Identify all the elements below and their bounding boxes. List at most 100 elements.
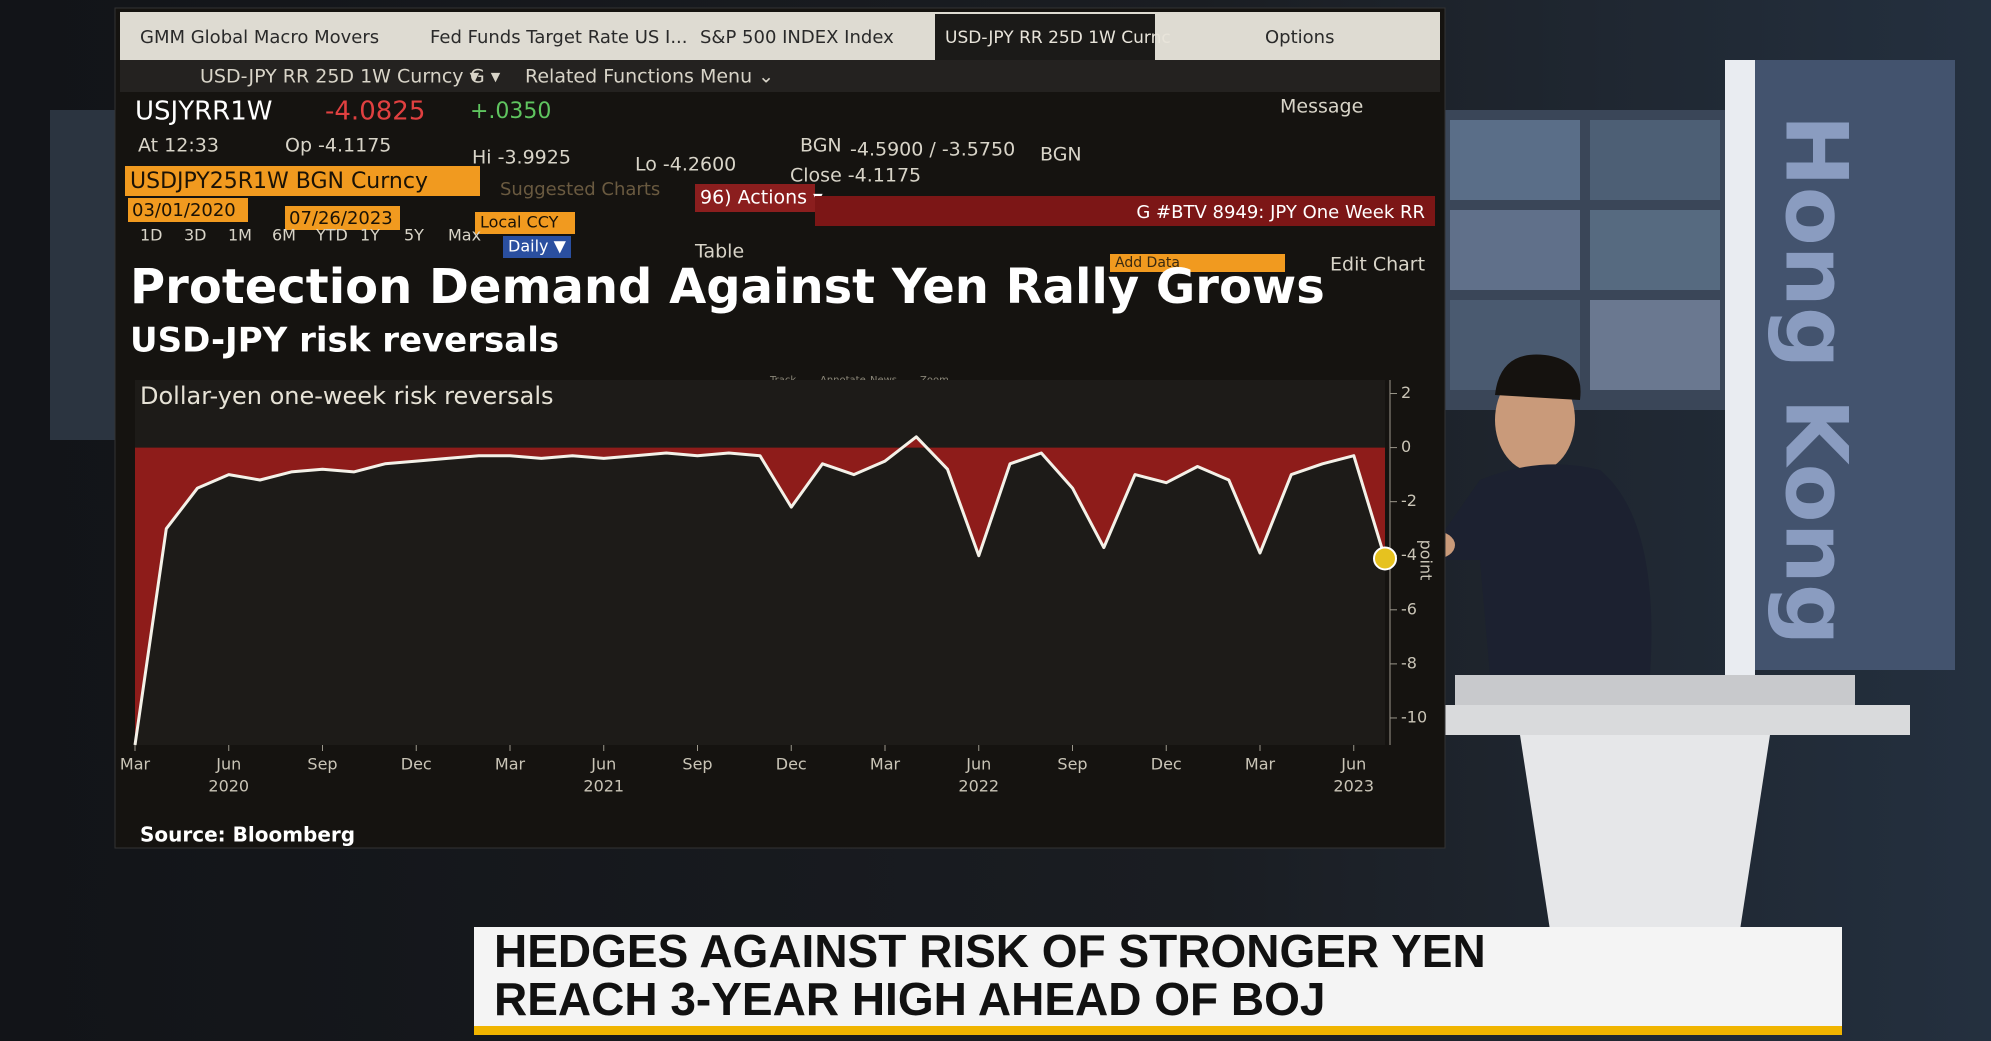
headline: HEDGES AGAINST RISK OF STRONGER YEN — [494, 925, 1486, 977]
panel-edge — [1725, 60, 1755, 680]
monitor-tile — [1450, 120, 1580, 200]
open: Op -4.1175 — [285, 135, 391, 157]
x-tick-label: Jun — [215, 755, 241, 774]
plot: 2 0 -2 -4 -6 -8 -10 Mar Jun Sep Dec Mar Jun Sep Dec Mar… — [120, 380, 1427, 796]
date-field — [128, 198, 248, 222]
add-data-field — [1110, 254, 1285, 272]
close: Close -4.1175 — [790, 165, 921, 187]
currency[interactable]: Local CCY — [480, 213, 559, 232]
high: Hi -3.9925 — [472, 147, 571, 169]
legend-entry: Dollar-yen one-week risk reversals — [140, 382, 553, 410]
bid-ask: -4.5900 / -3.5750 — [850, 139, 1015, 161]
suggested-charts[interactable]: Suggested Charts — [500, 179, 660, 200]
x-tick-label: Jun — [590, 755, 616, 774]
page-bar — [815, 196, 1435, 226]
lower-third-stripe — [474, 1026, 1842, 1035]
x-tick-label: Dec — [401, 755, 432, 774]
x-tick-label: Jun — [965, 755, 991, 774]
source: Source: Bloomberg — [140, 823, 355, 847]
table-button[interactable]: Table — [694, 241, 744, 263]
presenter-hair — [1495, 354, 1581, 400]
date-field — [285, 206, 400, 230]
x-tick-label: Mar — [495, 755, 526, 774]
ticker: USJYRR1W — [135, 97, 272, 127]
x-year-label: 2023 — [1333, 777, 1374, 796]
tab[interactable]: S&P 500 INDEX Index — [700, 27, 894, 48]
tab-bar — [120, 12, 1440, 60]
page-label: G #BTV 8949: JPY One Week RR — [1136, 202, 1425, 223]
security-menu[interactable]: USD-JPY RR 25D 1W Curncy ▾ — [200, 66, 480, 88]
monitor-tile — [1590, 300, 1720, 390]
tab[interactable]: Fed Funds Target Rate US I... — [430, 27, 688, 48]
active-tab — [935, 14, 1155, 60]
period-button[interactable]: 1Y — [360, 226, 380, 245]
period-button[interactable]: 1M — [228, 226, 252, 245]
x-year-label: 2020 — [208, 777, 249, 796]
location-panel — [1725, 60, 1955, 670]
headline: REACH 3-YEAR HIGH AHEAD OF BOJ — [494, 973, 1325, 1025]
x-tick-label: Mar — [120, 755, 151, 774]
monitor-tile — [1590, 210, 1720, 290]
y-tick-label: 0 — [1401, 437, 1411, 456]
actions-button[interactable]: 96) Actions ▾ — [700, 187, 823, 209]
period-button[interactable]: 3D — [184, 226, 207, 245]
presenter-body — [1440, 464, 1652, 675]
bgn-label: BGN — [1040, 144, 1082, 166]
frequency[interactable]: Daily ▼ — [508, 237, 567, 256]
monitor-tile — [1450, 210, 1580, 290]
lower-third — [474, 927, 1842, 1031]
period-button[interactable]: YTD — [315, 226, 348, 245]
podium-top — [1400, 705, 1910, 735]
x-tick-label: Dec — [776, 755, 807, 774]
edit-chart[interactable]: Edit Chart — [1330, 254, 1425, 276]
y-tick-label: -10 — [1401, 707, 1427, 726]
last-price: -4.0825 — [325, 97, 425, 127]
add-data[interactable]: Add Data — [1115, 255, 1180, 271]
quote-time: At 12:33 — [138, 135, 219, 157]
period-button[interactable]: 5Y — [404, 226, 424, 245]
security-field — [125, 166, 480, 196]
end-date[interactable]: 07/26/2023 — [289, 208, 393, 229]
podium-shelf — [1455, 675, 1855, 705]
x-tick-label: Sep — [1057, 755, 1087, 774]
y-axis-label: point — [1417, 540, 1436, 581]
tab[interactable]: GMM Global Macro Movers — [140, 27, 379, 48]
actions-button-bg — [695, 184, 815, 212]
side-monitor — [50, 110, 120, 440]
start-date[interactable]: 03/01/2020 — [132, 200, 236, 221]
monitor-tile — [1590, 120, 1720, 200]
period-button[interactable]: 6M — [272, 226, 296, 245]
podium — [1520, 735, 1770, 930]
x-tick-label: Sep — [682, 755, 712, 774]
x-tick-label: Dec — [1151, 755, 1182, 774]
x-tick-label: Mar — [1245, 755, 1276, 774]
chart-subtitle: USD-JPY risk reversals — [130, 321, 559, 361]
plot-background — [135, 380, 1385, 745]
y-tick-label: -2 — [1401, 491, 1417, 510]
bgn-label: BGN — [800, 135, 842, 157]
y-tick-label: 2 — [1401, 383, 1411, 402]
area — [135, 436, 1385, 745]
y-tick-label: -6 — [1401, 599, 1417, 618]
period-button[interactable]: 1D — [140, 226, 163, 245]
period-buttons: 1D 3D 1M 6M YTD 1Y 5Y Max — [140, 226, 481, 245]
low: Lo -4.2600 — [635, 154, 736, 176]
line — [133, 435, 1387, 746]
options-button[interactable]: Options — [1265, 27, 1334, 48]
tab[interactable]: USD-JPY RR 25D 1W Curnc — [945, 28, 1171, 48]
frequency-bg — [503, 236, 571, 258]
location-label: Hong Kong — [1766, 115, 1866, 646]
chart-title: Protection Demand Against Yen Rally Grow… — [130, 259, 1325, 315]
period-button[interactable]: Max — [448, 226, 481, 245]
y-tick-label: -8 — [1401, 653, 1417, 672]
x-tick-label: Sep — [307, 755, 337, 774]
x-year-label: 2022 — [958, 777, 999, 796]
x-tick-label: Mar — [870, 755, 901, 774]
g-menu[interactable]: G ▾ — [470, 66, 501, 88]
message-button[interactable]: Message — [1280, 96, 1363, 118]
last-point-marker — [1373, 546, 1397, 571]
related-menu[interactable]: Related Functions Menu ⌄ — [525, 66, 774, 88]
x-tick-label: Jun — [1340, 755, 1366, 774]
x-year-label: 2021 — [583, 777, 624, 796]
